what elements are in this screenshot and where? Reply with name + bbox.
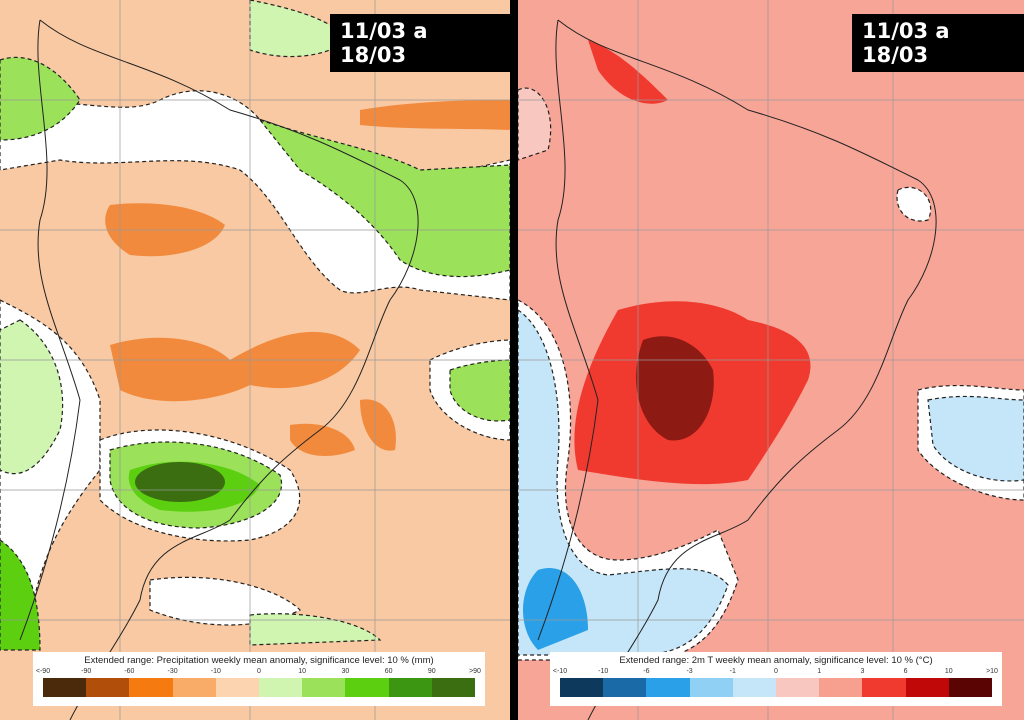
legend-tick-label: <-10 (552, 668, 568, 675)
legend-tick-label: >10 (986, 668, 998, 675)
legend-tick-label: 90 (427, 668, 436, 675)
legend-color-swatch (388, 678, 432, 697)
precipitation-anomaly-map: 11/03 a 18/03 Extended range: Precipitat… (0, 0, 510, 720)
legend-color-swatch (302, 678, 346, 697)
legend-color-swatch (86, 678, 130, 697)
legend-tick-label: <-90 (35, 668, 51, 675)
legend-color-swatch (259, 678, 303, 697)
legend-color-swatch (431, 678, 476, 697)
legend-tick-label: >90 (469, 668, 481, 675)
legend-tick-label: -90 (81, 668, 92, 675)
legend-color-swatch (215, 678, 260, 697)
legend-ticks: <-10 -10 -6 -3 -1 0 1 3 6 10 >10 (553, 666, 998, 678)
legend-color-swatch (776, 678, 820, 697)
legend-color-swatch (905, 678, 949, 697)
date-range-badge: 11/03 a 18/03 (330, 14, 510, 72)
legend-tick-label: 60 (384, 668, 393, 675)
legend-title: Extended range: Precipitation weekly mea… (84, 655, 434, 666)
temperature-legend: Extended range: 2m T weekly mean anomaly… (550, 652, 1002, 706)
legend-colorbar (43, 678, 476, 697)
legend-color-swatch (43, 678, 87, 697)
legend-tick-label: -30 (167, 668, 178, 675)
legend-color-swatch (172, 678, 216, 697)
legend-tick-label: 10 (298, 668, 307, 675)
legend-color-swatch (862, 678, 906, 697)
legend-title: Extended range: 2m T weekly mean anomaly… (619, 655, 933, 666)
legend-tick-label: 1 (817, 668, 822, 675)
temperature-anomaly-map: 11/03 a 18/03 Extended range: 2m T weekl… (518, 0, 1024, 720)
legend-tick-label: -6 (643, 668, 650, 675)
legend-color-swatch (560, 678, 604, 697)
legend-color-swatch (646, 678, 690, 697)
legend-tick-label: -10 (598, 668, 609, 675)
precipitation-legend: Extended range: Precipitation weekly mea… (33, 652, 485, 706)
precipitation-map-graphic (0, 0, 510, 720)
legend-color-swatch (129, 678, 173, 697)
legend-ticks: <-90 -90 -60 -30 -10 0 10 30 60 90 >90 (36, 666, 481, 678)
legend-tick-label: -60 (124, 668, 135, 675)
legend-color-swatch (819, 678, 863, 697)
legend-tick-label: 0 (257, 668, 261, 675)
legend-tick-label: 10 (944, 668, 953, 675)
legend-color-swatch (948, 678, 993, 697)
legend-tick-label: -3 (686, 668, 693, 675)
legend-tick-label: 0 (774, 668, 778, 675)
legend-color-swatch (732, 678, 777, 697)
legend-tick-label: 3 (860, 668, 865, 675)
legend-tick-label: -10 (210, 668, 221, 675)
legend-color-swatch (603, 678, 647, 697)
legend-colorbar (560, 678, 993, 697)
legend-color-swatch (345, 678, 389, 697)
legend-tick-label: -1 (729, 668, 736, 675)
legend-color-swatch (689, 678, 733, 697)
legend-tick-label: 6 (903, 668, 908, 675)
legend-tick-label: 30 (341, 668, 350, 675)
temperature-map-graphic (518, 0, 1024, 720)
date-range-badge: 11/03 a 18/03 (852, 14, 1024, 72)
